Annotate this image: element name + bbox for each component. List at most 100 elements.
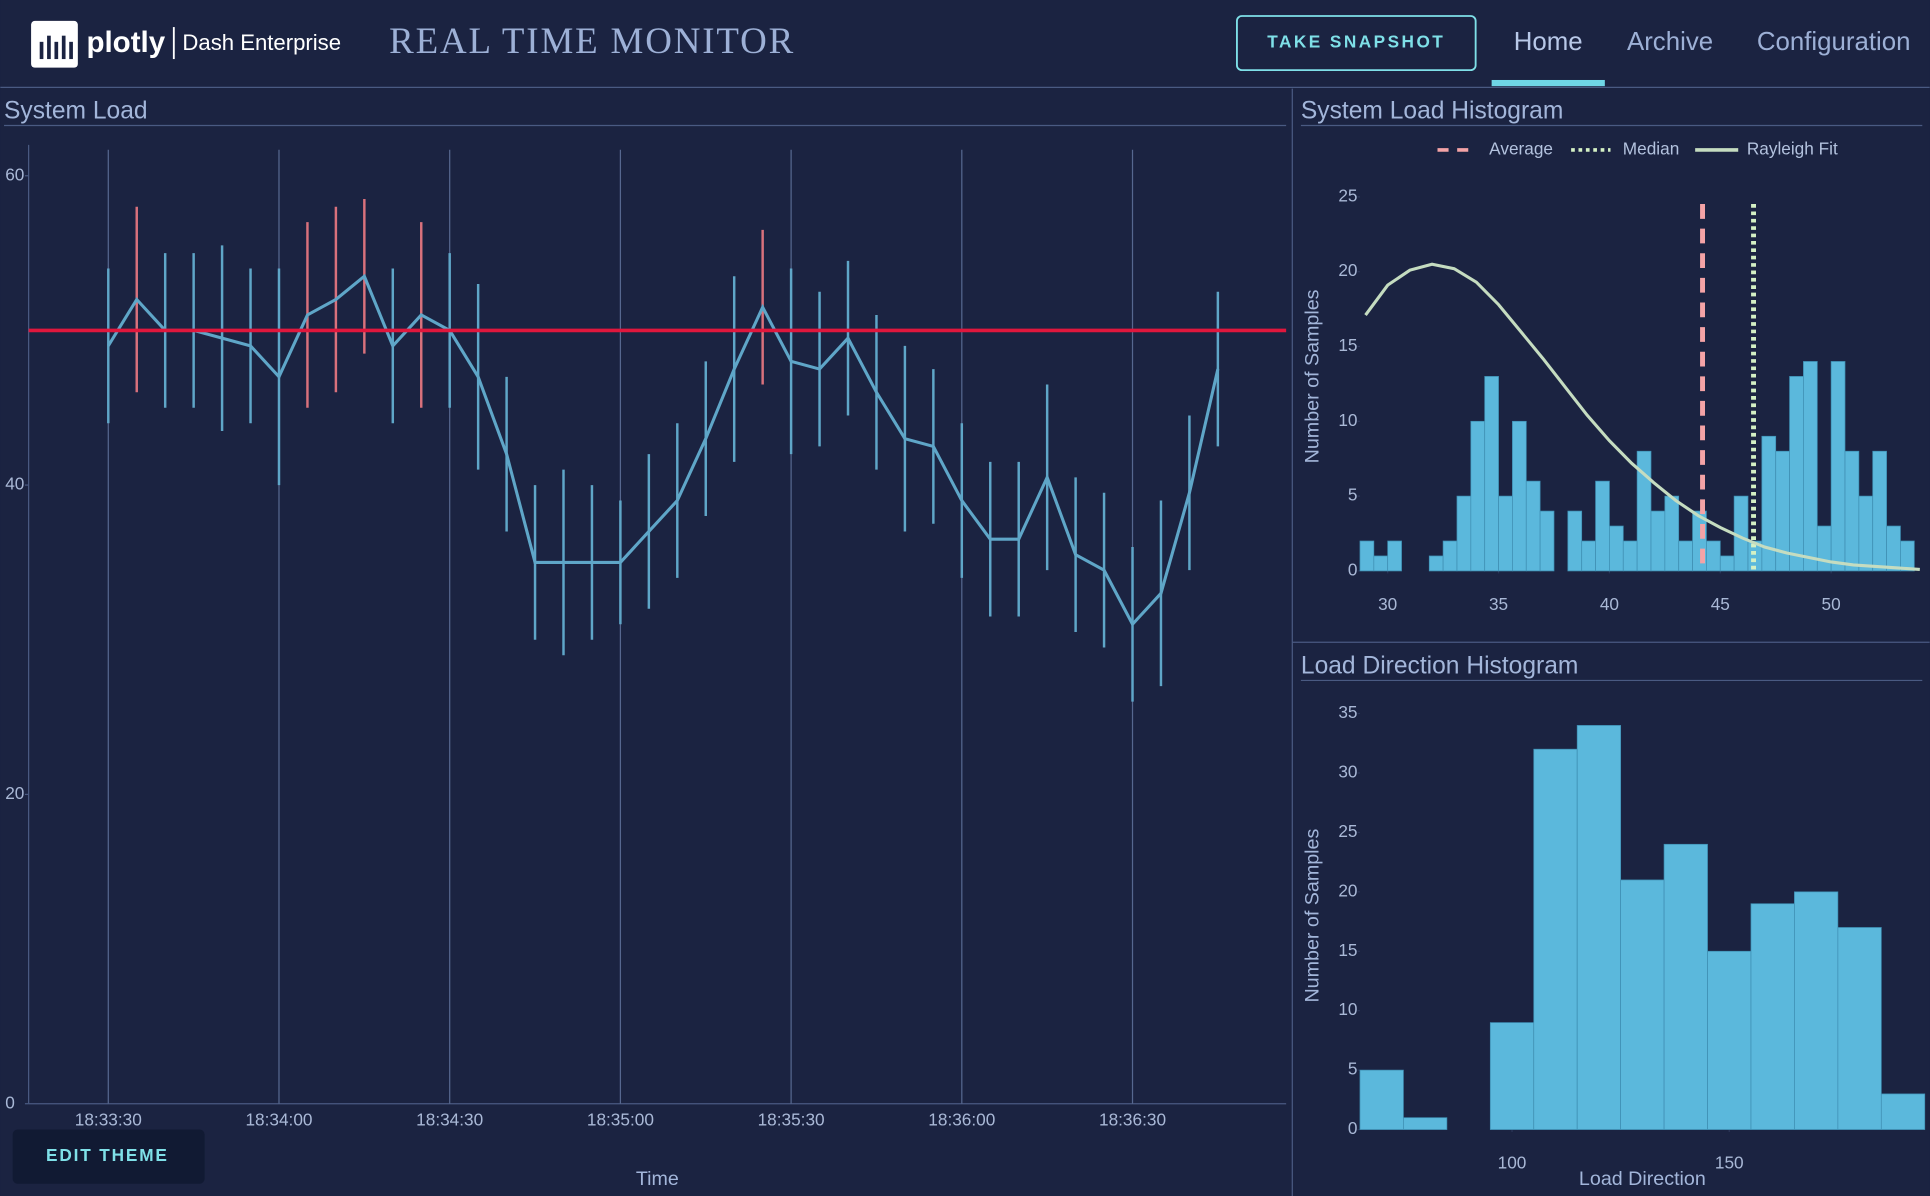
- histogram-bar: [1387, 540, 1402, 572]
- histogram-bar: [1664, 495, 1680, 572]
- header: plotly Dash Enterprise REAL TIME MONITOR…: [0, 15, 1930, 88]
- x-tick-label: 150: [1715, 1153, 1744, 1173]
- legend-label: Rayleigh Fit: [1747, 138, 1838, 158]
- y-tick-label: 25: [1338, 821, 1357, 841]
- histogram-bar: [1489, 1022, 1535, 1130]
- histogram-bar: [1512, 420, 1527, 572]
- y-tick-label: 5: [1348, 1059, 1358, 1079]
- histogram-bar: [1803, 361, 1818, 572]
- x-tick-label: 35: [1489, 594, 1508, 614]
- histogram-bar: [1442, 540, 1458, 572]
- histogram-bar: [1830, 361, 1846, 572]
- histogram-bar: [1650, 510, 1666, 572]
- y-tick-label: 0: [1348, 1118, 1358, 1138]
- histogram-bar: [1403, 1117, 1448, 1130]
- histogram-bar: [1609, 525, 1624, 572]
- histogram-bar: [1595, 480, 1610, 572]
- nav-active-underline: [1491, 79, 1605, 87]
- histogram-bar: [1539, 510, 1555, 572]
- histogram-bar: [1359, 1069, 1404, 1130]
- x-tick-label: 18:34:30: [416, 1109, 483, 1129]
- histogram-bar: [1707, 950, 1752, 1130]
- x-tick-label: 100: [1498, 1153, 1527, 1173]
- y-tick-label: 20: [1338, 260, 1357, 280]
- histogram-bar: [1872, 450, 1887, 572]
- histogram-bar: [1456, 495, 1472, 572]
- histogram-bar: [1816, 525, 1832, 572]
- y-tick-label: 20: [1338, 880, 1357, 900]
- histogram-bar: [1498, 495, 1513, 572]
- panel-title: System Load Histogram: [1301, 97, 1563, 124]
- x-tick-label: 40: [1600, 594, 1619, 614]
- nav-home[interactable]: Home: [1514, 28, 1583, 56]
- y-tick-label: 30: [1338, 762, 1357, 782]
- histogram-bar: [1359, 540, 1375, 572]
- histogram-bar: [1794, 891, 1839, 1130]
- histogram-bar: [1576, 725, 1622, 1130]
- x-tick-label: 18:33:30: [75, 1109, 142, 1129]
- histogram-bar: [1470, 420, 1486, 572]
- histogram-bar: [1525, 480, 1541, 572]
- edit-theme-label[interactable]: EDIT THEME: [46, 1145, 169, 1165]
- snapshot-label[interactable]: TAKE SNAPSHOT: [1267, 32, 1445, 52]
- histogram-bar: [1858, 495, 1874, 572]
- histogram-bar: [1678, 540, 1693, 572]
- logo-bars: [39, 35, 73, 60]
- product: Dash Enterprise: [182, 30, 341, 55]
- fit-curve: [1364, 262, 1920, 571]
- y-tick-label: 0: [5, 1092, 15, 1112]
- x-tick-label: 50: [1822, 594, 1841, 614]
- x-tick-label: 30: [1378, 594, 1397, 614]
- histogram-bar: [1428, 555, 1444, 572]
- x-tick-label: 18:36:00: [928, 1109, 995, 1129]
- edit-theme-button[interactable]: [12, 1129, 205, 1184]
- y-tick-label: 5: [1348, 485, 1358, 505]
- y-tick-label: 20: [5, 783, 24, 803]
- panel-title: Load Direction Histogram: [1301, 652, 1578, 679]
- legend-label: Median: [1623, 138, 1679, 158]
- histogram-bar: [1837, 927, 1882, 1130]
- histogram-bar: [1750, 903, 1795, 1130]
- histogram-bar: [1620, 879, 1665, 1130]
- histogram-bar: [1484, 376, 1499, 572]
- y-tick-label: 35: [1338, 702, 1357, 722]
- histogram-bar: [1900, 540, 1915, 572]
- histogram-bar: [1622, 540, 1638, 572]
- nav-archive[interactable]: Archive: [1627, 28, 1713, 56]
- y-tick-label: 10: [1338, 999, 1357, 1019]
- histogram-bar: [1789, 376, 1804, 572]
- page-title: REAL TIME MONITOR: [389, 20, 795, 61]
- y-axis-title: Number of Samples: [1301, 289, 1323, 463]
- y-tick-label: 60: [5, 164, 24, 184]
- histogram-bar: [1373, 555, 1389, 572]
- x-axis-title: Time: [636, 1168, 679, 1190]
- y-tick-label: 15: [1338, 335, 1357, 355]
- histogram-bar: [1581, 540, 1596, 572]
- histogram-bar: [1719, 555, 1735, 572]
- histogram-bar: [1567, 510, 1583, 572]
- y-tick-label: 40: [5, 474, 24, 494]
- x-tick-label: 18:36:30: [1099, 1109, 1166, 1129]
- x-tick-label: 45: [1711, 594, 1730, 614]
- y-axis-title: Number of Samples: [1301, 829, 1323, 1003]
- histogram-bar: [1533, 748, 1578, 1130]
- x-tick-label: 18:35:30: [758, 1109, 825, 1129]
- charts: System Load 0 20 40 60 18:33:30 18:34:00 18:34:…: [4, 97, 1926, 1190]
- nav-configuration[interactable]: Configuration: [1757, 28, 1911, 56]
- y-tick-label: 10: [1338, 410, 1357, 430]
- x-tick-label: 18:35:00: [587, 1109, 654, 1129]
- histogram-bar: [1663, 843, 1708, 1130]
- histogram-bar: [1880, 1093, 1926, 1130]
- histogram-bar: [1706, 540, 1721, 572]
- snapshot-button[interactable]: [1236, 15, 1477, 72]
- panel-title: System Load: [4, 97, 148, 124]
- legend-label: Average: [1489, 138, 1553, 158]
- x-tick-label: 18:34:00: [245, 1109, 312, 1129]
- x-axis-title: Load Direction: [1579, 1168, 1706, 1190]
- brand: plotly: [86, 26, 165, 59]
- histogram-bar: [1886, 525, 1901, 572]
- histogram-bar: [1844, 450, 1860, 572]
- load-line: [106, 273, 1220, 627]
- y-tick-label: 15: [1338, 940, 1357, 960]
